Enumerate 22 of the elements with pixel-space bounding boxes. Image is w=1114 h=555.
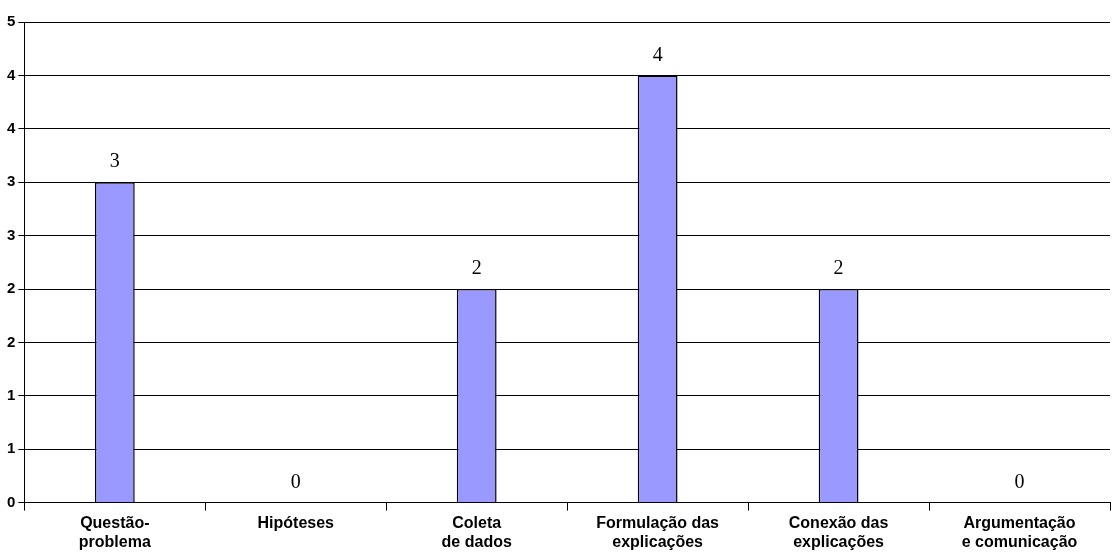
- y-tick-label: 1: [7, 385, 16, 403]
- x-tick-label: Questão-problema: [78, 513, 151, 550]
- data-label: 0: [290, 469, 301, 492]
- y-tick-label: 5: [7, 12, 16, 30]
- y-tick-label: 1: [7, 439, 16, 457]
- data-label: 2: [833, 256, 844, 279]
- data-label: 3: [109, 149, 120, 172]
- y-tick-label: 4: [7, 118, 16, 136]
- x-tick-label: Coleta de dados: [441, 513, 512, 550]
- x-tick-label: Argumentação e comunicação: [961, 513, 1078, 550]
- y-tick-label: 2: [7, 279, 16, 297]
- y-tick-label: 3: [7, 225, 16, 243]
- data-label: 4: [652, 42, 663, 65]
- y-tick-label: 3: [7, 172, 16, 190]
- x-tick-label: Hipóteses: [257, 513, 335, 531]
- y-tick-label: 0: [7, 492, 16, 510]
- x-tick-label: Conexão das explicações: [788, 513, 889, 550]
- x-tick-label: Formulação das explicações: [596, 513, 720, 550]
- y-tick-label: 2: [7, 332, 16, 350]
- y-tick-label: 4: [7, 65, 16, 83]
- data-label: 2: [471, 256, 482, 279]
- data-label: 0: [1014, 469, 1025, 492]
